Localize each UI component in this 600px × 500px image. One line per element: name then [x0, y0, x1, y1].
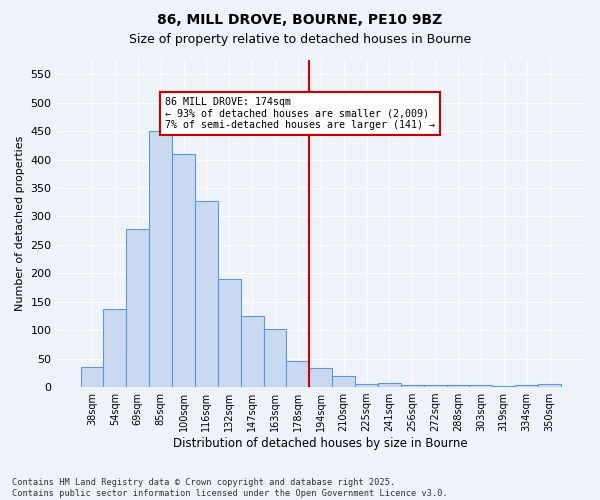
- Bar: [355, 384, 378, 387]
- Bar: [332, 376, 355, 387]
- Bar: [310, 368, 332, 387]
- Bar: [378, 382, 401, 387]
- Bar: [515, 386, 538, 387]
- Text: Size of property relative to detached houses in Bourne: Size of property relative to detached ho…: [129, 32, 471, 46]
- Bar: [286, 362, 310, 387]
- Bar: [469, 386, 493, 387]
- X-axis label: Distribution of detached houses by size in Bourne: Distribution of detached houses by size …: [173, 437, 468, 450]
- Text: 86 MILL DROVE: 174sqm
← 93% of detached houses are smaller (2,009)
7% of semi-de: 86 MILL DROVE: 174sqm ← 93% of detached …: [165, 97, 435, 130]
- Bar: [218, 279, 241, 387]
- Text: 86, MILL DROVE, BOURNE, PE10 9BZ: 86, MILL DROVE, BOURNE, PE10 9BZ: [157, 12, 443, 26]
- Bar: [103, 308, 127, 387]
- Y-axis label: Number of detached properties: Number of detached properties: [15, 136, 25, 311]
- Bar: [424, 386, 446, 387]
- Bar: [241, 316, 263, 387]
- Bar: [401, 385, 424, 387]
- Bar: [263, 329, 286, 387]
- Bar: [80, 367, 103, 387]
- Bar: [195, 200, 218, 387]
- Bar: [446, 385, 469, 387]
- Bar: [149, 131, 172, 387]
- Bar: [493, 386, 515, 387]
- Bar: [172, 154, 195, 387]
- Bar: [127, 229, 149, 387]
- Bar: [538, 384, 561, 387]
- Text: Contains HM Land Registry data © Crown copyright and database right 2025.
Contai: Contains HM Land Registry data © Crown c…: [12, 478, 448, 498]
